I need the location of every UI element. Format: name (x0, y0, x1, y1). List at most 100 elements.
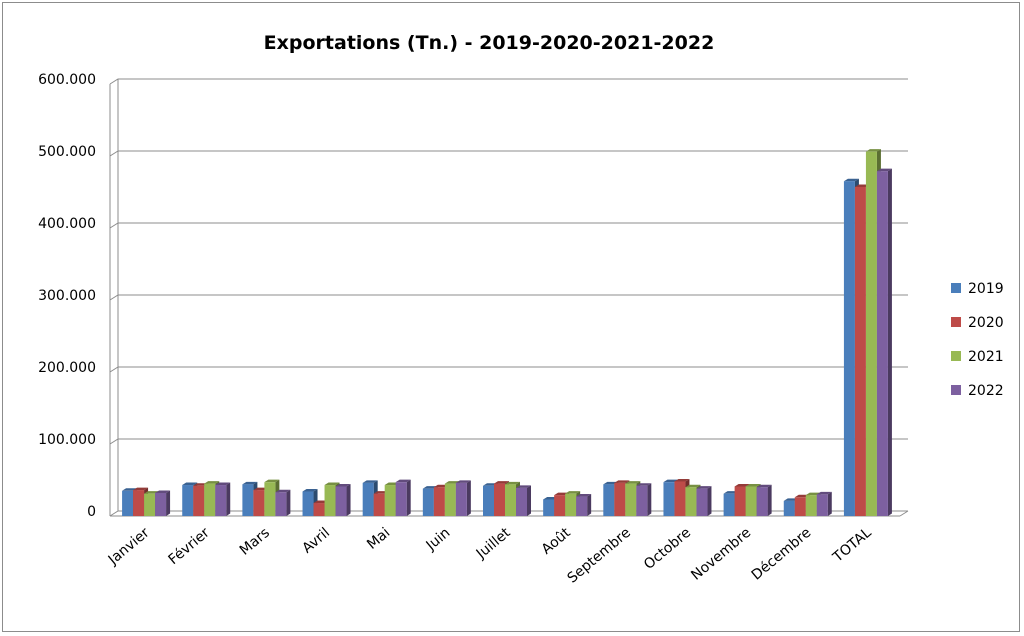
legend-item: 2021 (951, 349, 1004, 365)
bar-side (527, 485, 531, 516)
bar-front (794, 497, 806, 516)
bar-top (275, 489, 291, 493)
bar-front (516, 487, 527, 516)
bar-front (565, 493, 577, 516)
bar (696, 486, 712, 516)
legend-item: 2019 (951, 281, 1004, 297)
x-tick-label: Août (539, 524, 574, 557)
bar-top (516, 485, 531, 488)
y-tick-label: 600.000 (38, 72, 96, 88)
legend-item: 2022 (951, 383, 1004, 399)
bar (876, 168, 892, 516)
x-tick-label: TOTAL (829, 525, 874, 567)
bar (455, 480, 471, 516)
bar-front (614, 482, 626, 516)
bar-front (685, 487, 697, 516)
bar-front (843, 181, 855, 516)
x-axis-edge (899, 510, 909, 517)
bar-top (843, 178, 859, 182)
bar-top (242, 481, 258, 485)
bar (816, 491, 832, 516)
y-tick-label: 200.000 (38, 360, 96, 376)
bar-top (335, 483, 351, 487)
bar-top (865, 149, 881, 152)
y-tick-labels: 0 100.000 200.000 300.000 400.000 500.000 600.… (38, 72, 96, 520)
bar-front (362, 482, 374, 516)
legend-swatch (951, 283, 961, 293)
bar-front (876, 171, 888, 516)
bar-front (155, 492, 167, 516)
gridline (109, 438, 908, 445)
bar-front (576, 496, 588, 516)
bar-top (876, 168, 892, 172)
bar-top (264, 479, 280, 483)
gridline (109, 366, 908, 373)
bar-top (182, 482, 198, 486)
bar-front (783, 500, 795, 516)
bar-front (543, 499, 555, 516)
bar-front (854, 186, 866, 516)
bar-front (444, 483, 456, 516)
bar-top (625, 481, 641, 484)
bar-top (324, 482, 340, 486)
legend-label: 2021 (968, 349, 1004, 365)
y-tick-label: 0 (87, 504, 96, 520)
bar (215, 482, 231, 516)
bar-front (193, 485, 205, 516)
bar-side (707, 486, 712, 516)
bar-front (144, 493, 156, 516)
bar (335, 483, 351, 516)
bar-front (395, 482, 407, 516)
bar-front (242, 484, 254, 516)
bar-top (155, 490, 171, 493)
bar-side (406, 479, 411, 516)
bar-top (756, 484, 772, 488)
bar-front (734, 486, 746, 516)
bar-top (734, 483, 750, 487)
bar-front (313, 503, 325, 516)
bar-side (587, 494, 592, 516)
bar (155, 490, 171, 516)
bar-front (636, 485, 648, 516)
x-tick-label: Avril (299, 525, 333, 557)
x-tick-label: Septembre (565, 525, 634, 587)
bar-front (674, 481, 686, 516)
bar-front (663, 482, 675, 516)
bar-top (614, 480, 630, 483)
bar-side (827, 491, 832, 516)
bar-top (395, 479, 411, 483)
bar-front (865, 151, 877, 516)
bar-front (745, 486, 757, 516)
x-tick-labels: Janvier Février Mars Avril Mai Juin Juillet Aoû… (105, 524, 875, 586)
legend-label: 2019 (968, 281, 1004, 297)
bar-top (816, 491, 832, 495)
bar-front (433, 487, 445, 516)
legend: 2019 2020 2021 2022 (951, 281, 1004, 399)
y-tick-label: 300.000 (38, 288, 96, 304)
y-tick-label: 400.000 (38, 216, 96, 232)
bar-top (215, 482, 231, 486)
bar-front (756, 487, 768, 516)
bar-side (286, 489, 291, 516)
gridline (109, 150, 908, 157)
x-tick-label: Février (166, 525, 213, 568)
x-tick-label: Novembre (688, 525, 754, 584)
gridline (109, 222, 908, 229)
bar-front (455, 482, 467, 516)
bar-front (324, 485, 336, 516)
bar-front (603, 484, 615, 516)
bar-front (723, 493, 735, 516)
legend-swatch (951, 317, 961, 327)
legend-label: 2022 (968, 383, 1004, 399)
bar-top (636, 483, 652, 486)
bar-front (805, 495, 817, 516)
bar (275, 489, 291, 516)
grid-layer (109, 78, 908, 517)
bar-side (767, 484, 772, 516)
bar-top (674, 478, 690, 482)
bar-front (275, 492, 287, 516)
legend-swatch (951, 351, 961, 361)
bar-front (182, 485, 194, 516)
bar-front (505, 484, 516, 516)
bar-side (166, 490, 171, 516)
